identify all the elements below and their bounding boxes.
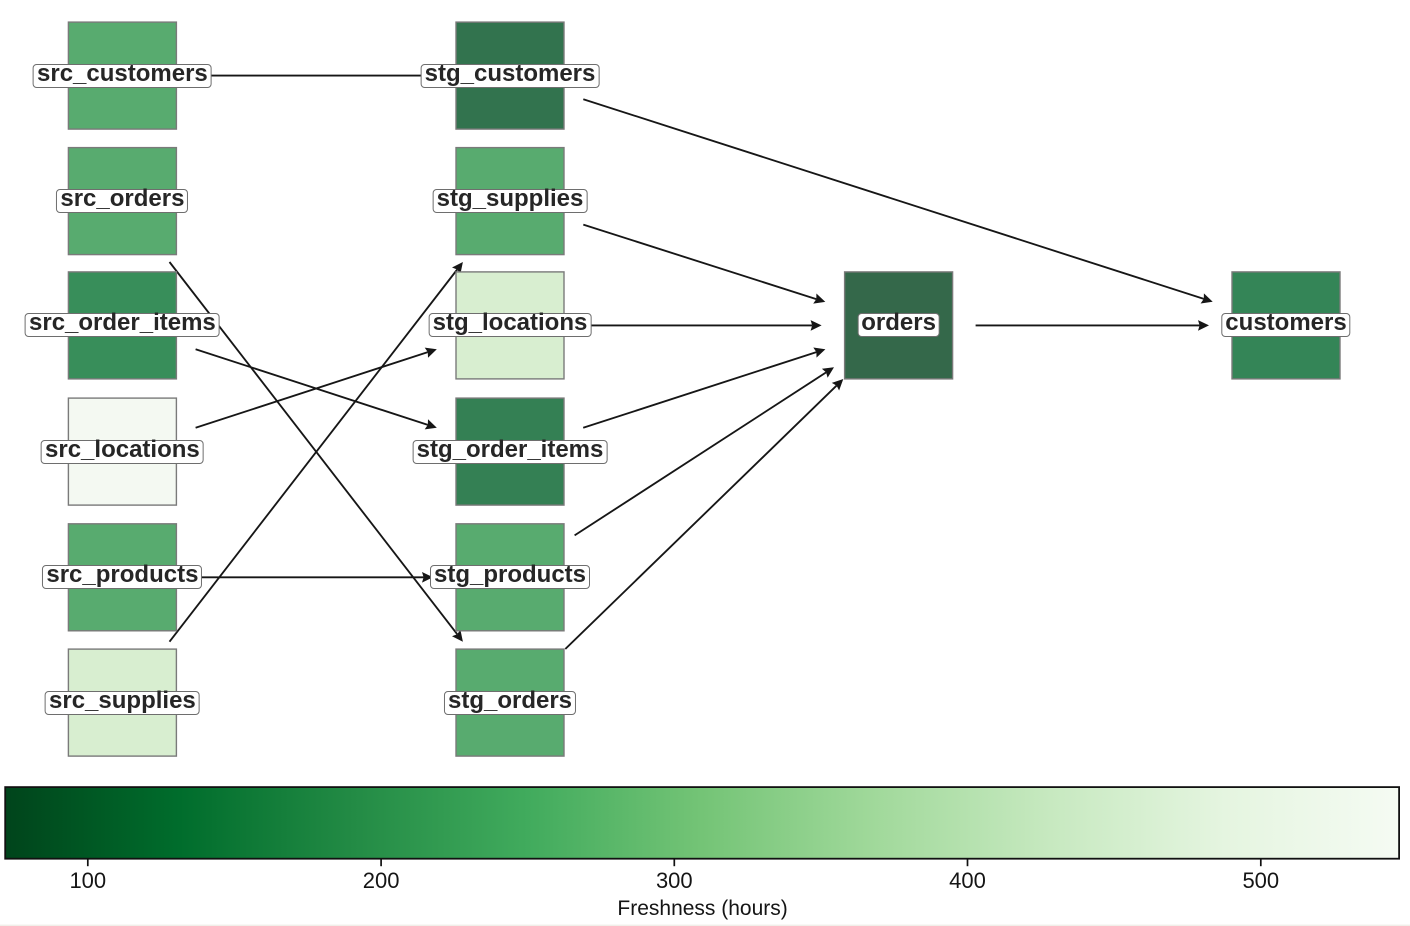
- svg-text:Freshness (hours): Freshness (hours): [617, 897, 787, 920]
- svg-text:500: 500: [1242, 868, 1279, 893]
- svg-text:100: 100: [69, 868, 106, 893]
- svg-text:400: 400: [949, 868, 986, 893]
- svg-text:200: 200: [363, 868, 400, 893]
- svg-text:300: 300: [656, 868, 693, 893]
